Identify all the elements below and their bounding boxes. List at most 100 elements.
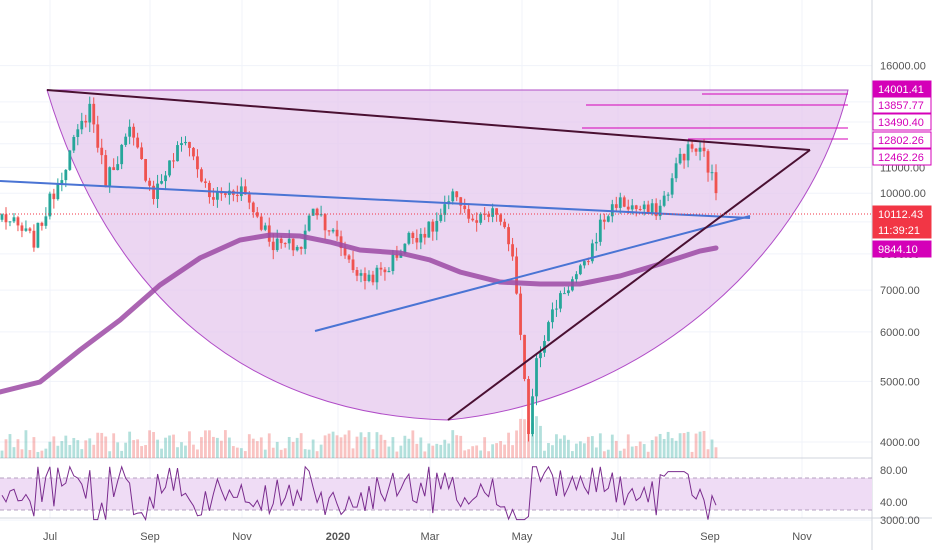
candle-body bbox=[219, 192, 223, 194]
candle-body bbox=[275, 238, 279, 251]
volume-bar bbox=[495, 443, 499, 458]
upper-trend-line bbox=[46, 89, 811, 151]
candle-body bbox=[411, 232, 415, 239]
candle-body bbox=[343, 248, 347, 256]
volume-bar bbox=[423, 451, 427, 458]
volume-bar bbox=[586, 436, 590, 458]
volume-bar bbox=[315, 451, 319, 458]
candle-body bbox=[196, 156, 199, 170]
candle-body bbox=[375, 267, 379, 283]
candle-body bbox=[144, 159, 147, 181]
volume-bar bbox=[136, 439, 140, 458]
volume-bar bbox=[116, 442, 120, 458]
volume-bar bbox=[132, 440, 136, 458]
volume-bar bbox=[227, 437, 231, 458]
candle-body bbox=[642, 204, 646, 210]
volume-bar bbox=[515, 430, 518, 458]
price-tick-label: 10000.00 bbox=[880, 188, 926, 200]
volume-bar bbox=[491, 444, 495, 458]
volume-bar bbox=[606, 449, 610, 458]
price-tag-box bbox=[872, 240, 932, 258]
volume-bar bbox=[455, 435, 459, 458]
volume-bar bbox=[307, 449, 311, 458]
volume-bar bbox=[403, 435, 407, 458]
trend-lines[interactable] bbox=[0, 89, 872, 421]
candle-body bbox=[104, 155, 108, 188]
candle-body bbox=[694, 148, 698, 152]
volume-bar bbox=[567, 439, 570, 458]
volume-bar bbox=[654, 436, 658, 458]
candle-body bbox=[347, 255, 351, 260]
candle-body bbox=[483, 213, 487, 215]
volume-bar bbox=[642, 444, 646, 458]
time-tick-label: Nov bbox=[232, 531, 252, 543]
volume-bar bbox=[255, 441, 259, 458]
volume-bar bbox=[28, 450, 32, 458]
price-tick-label: 3000.00 bbox=[880, 515, 920, 527]
candle-body bbox=[714, 172, 718, 194]
volume-bar bbox=[435, 443, 439, 458]
price-tick-label: 7000.00 bbox=[880, 285, 920, 297]
candle-body bbox=[279, 238, 283, 244]
candle-body bbox=[670, 178, 674, 195]
candle-body bbox=[108, 167, 112, 188]
time-tick-label: May bbox=[512, 531, 533, 543]
candle-body bbox=[331, 229, 335, 232]
volume-bar bbox=[395, 451, 399, 458]
volume-bar bbox=[563, 435, 566, 458]
candle-body bbox=[323, 214, 327, 231]
candle-body bbox=[519, 293, 522, 335]
time-tick-label: Sep bbox=[700, 531, 720, 543]
candle-body bbox=[702, 147, 706, 152]
volume-bar bbox=[156, 439, 159, 458]
volume-bar bbox=[44, 448, 48, 458]
resistance-line bbox=[0, 180, 751, 219]
volume-bar bbox=[263, 449, 267, 458]
volume-bar bbox=[698, 431, 702, 458]
volume-bar bbox=[299, 433, 303, 458]
volume-bar bbox=[291, 441, 295, 458]
volume-bar bbox=[295, 437, 299, 458]
volume-bar bbox=[578, 441, 582, 458]
volume-bar bbox=[140, 446, 144, 458]
candle-body bbox=[443, 204, 447, 215]
candle-body bbox=[251, 202, 255, 213]
candle-body bbox=[594, 241, 598, 244]
volume-bar bbox=[503, 444, 506, 458]
candle-body bbox=[32, 230, 36, 248]
candle-body bbox=[116, 164, 120, 171]
volume-bar bbox=[411, 430, 415, 458]
rsi-pane[interactable] bbox=[0, 465, 872, 522]
candle-body bbox=[307, 215, 311, 231]
candle-body bbox=[184, 141, 187, 144]
price-tag-box bbox=[872, 113, 932, 131]
candle-body bbox=[551, 309, 554, 323]
volume-bar bbox=[32, 437, 36, 458]
candle-body bbox=[20, 225, 24, 231]
candle-body bbox=[363, 273, 367, 282]
volume-bar bbox=[20, 449, 24, 458]
candle-body bbox=[255, 212, 259, 217]
volume-bar bbox=[180, 442, 183, 458]
volume-bar bbox=[168, 435, 171, 458]
volume-bar bbox=[104, 436, 108, 458]
candle-body bbox=[471, 218, 475, 221]
volume-bar bbox=[630, 446, 634, 458]
candle-body bbox=[299, 246, 303, 249]
volume-bar bbox=[319, 444, 323, 458]
volume-bar bbox=[443, 439, 447, 458]
volume-bar bbox=[590, 436, 594, 458]
volume-bar bbox=[547, 443, 550, 458]
volume-bar bbox=[531, 422, 534, 458]
volume-bar bbox=[243, 451, 247, 458]
volume-bar bbox=[702, 430, 706, 458]
volume-bar bbox=[686, 431, 690, 458]
candle-body bbox=[52, 193, 56, 200]
candle-body bbox=[48, 193, 52, 217]
candle-body bbox=[567, 290, 570, 294]
volume-bar bbox=[88, 438, 92, 458]
candle-body bbox=[60, 180, 64, 184]
volume-bar bbox=[371, 449, 375, 458]
